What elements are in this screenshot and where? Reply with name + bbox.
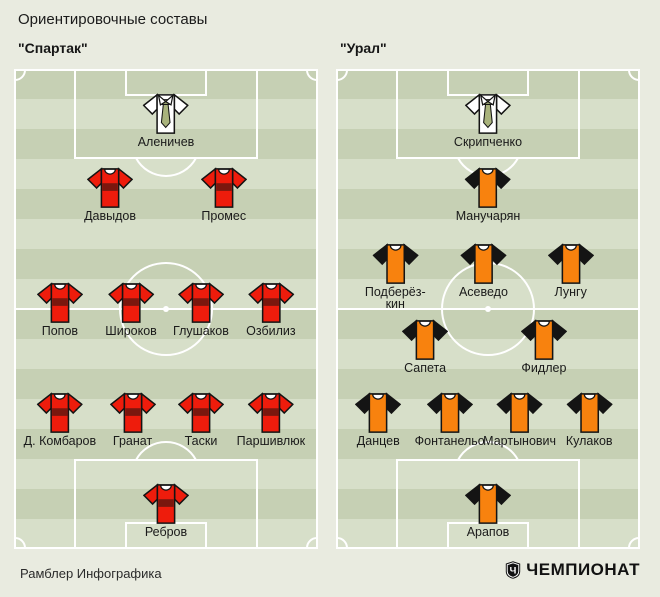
player-marker: Подберёз- кин — [365, 243, 426, 310]
coach-marker: Скрипченко — [454, 93, 522, 148]
player-marker: Гранат — [109, 392, 156, 448]
jersey-icon — [547, 243, 594, 285]
player-name-label: Аленичев — [137, 135, 195, 149]
jersey-icon — [142, 483, 190, 525]
player-marker: Промес — [200, 167, 247, 223]
player-marker: Озбилиз — [246, 282, 296, 338]
page-title: Ориентировочные составы — [18, 11, 208, 28]
coach-marker: Аленичев — [137, 93, 195, 149]
player-marker: Асеведо — [459, 243, 508, 298]
jersey-icon — [177, 392, 225, 434]
player-marker: Арапов — [464, 483, 512, 539]
player-name-label: Подберёз- кин — [364, 285, 426, 311]
player-marker: Таски — [177, 392, 225, 448]
coach-shirt-icon — [142, 93, 190, 135]
jersey-icon — [355, 392, 402, 434]
player-marker: Данцев — [355, 392, 402, 448]
championat-shield-icon: Ч — [506, 561, 521, 579]
jersey-icon — [247, 282, 295, 324]
player-name-label: Мартынович — [483, 434, 557, 448]
player-marker: Д. Комбаров — [24, 392, 96, 447]
jersey-icon — [247, 392, 295, 434]
player-marker: Ребров — [142, 483, 190, 539]
player-marker: Широков — [105, 282, 157, 337]
pitch-ural: Скрипченко Манучарян Подберёз- кин Асеведо Л… — [336, 69, 640, 549]
credit-text: Рамблер Инфографика — [20, 566, 162, 581]
jersey-icon — [566, 392, 613, 434]
championat-logo-text: ЧЕМПИОНАТ — [526, 560, 640, 579]
jersey-icon — [109, 392, 156, 434]
svg-text:Ч: Ч — [510, 566, 517, 577]
player-marker: Фонтанельо — [415, 392, 485, 447]
jersey-icon — [464, 483, 512, 525]
jersey-icon — [200, 167, 247, 209]
pitch-spartak: Аленичев Давыдов Промес Попов Широков Глушако… — [14, 69, 318, 549]
jersey-icon — [36, 282, 84, 324]
player-name-label: Давыдов — [84, 209, 137, 223]
jersey-icon — [460, 243, 507, 285]
player-name-label: Паршивлюк — [236, 434, 306, 448]
jersey-icon — [401, 319, 449, 361]
jersey-icon — [86, 167, 134, 209]
jersey-icon — [177, 282, 225, 324]
player-name-label: Глушаков — [173, 324, 229, 338]
player-marker: Манучарян — [455, 167, 521, 223]
player-name-label: Д. Комбаров — [23, 434, 97, 448]
jersey-icon — [464, 167, 512, 209]
player-name-label: Кулаков — [565, 434, 613, 448]
player-name-label: Ребров — [144, 525, 188, 539]
player-name-label: Попов — [41, 324, 79, 338]
player-name-label: Скрипченко — [453, 135, 523, 149]
player-name-label: Асеведо — [458, 285, 508, 299]
player-marker: Глушаков — [173, 282, 229, 337]
player-name-label: Таски — [184, 434, 218, 448]
championat-logo: Ч ЧЕМПИОНАТ — [505, 560, 640, 580]
player-marker: Лунгу — [547, 243, 594, 299]
pitch-field-graphic — [14, 69, 318, 549]
jersey-icon — [520, 319, 568, 361]
coach-shirt-icon — [464, 93, 512, 135]
jersey-icon — [36, 392, 84, 434]
player-name-label: Манучарян — [455, 209, 521, 223]
player-name-label: Сапета — [404, 361, 447, 375]
player-marker: Попов — [36, 282, 84, 338]
jersey-icon — [426, 392, 473, 434]
player-name-label: Лунгу — [554, 285, 587, 299]
player-name-label: Промес — [201, 209, 247, 223]
player-marker: Сапета — [401, 319, 449, 375]
player-marker: Давыдов — [84, 167, 136, 222]
jersey-icon — [107, 282, 155, 324]
player-name-label: Данцев — [356, 434, 400, 448]
player-name-label: Фонтанельо — [414, 434, 485, 448]
player-marker: Паршивлюк — [237, 392, 305, 447]
player-name-label: Озбилиз — [246, 324, 296, 338]
jersey-icon — [372, 243, 419, 285]
player-name-label: Арапов — [466, 525, 510, 539]
player-name-label: Гранат — [112, 434, 153, 448]
team-name-ural: "Урал" — [340, 40, 387, 56]
player-name-label: Широков — [105, 324, 157, 338]
player-marker: Фидлер — [520, 319, 568, 375]
player-marker: Кулаков — [566, 392, 613, 447]
player-marker: Мартынович — [483, 392, 556, 447]
player-name-label: Фидлер — [521, 361, 567, 375]
team-name-spartak: "Спартак" — [18, 40, 88, 56]
jersey-icon — [496, 392, 543, 434]
